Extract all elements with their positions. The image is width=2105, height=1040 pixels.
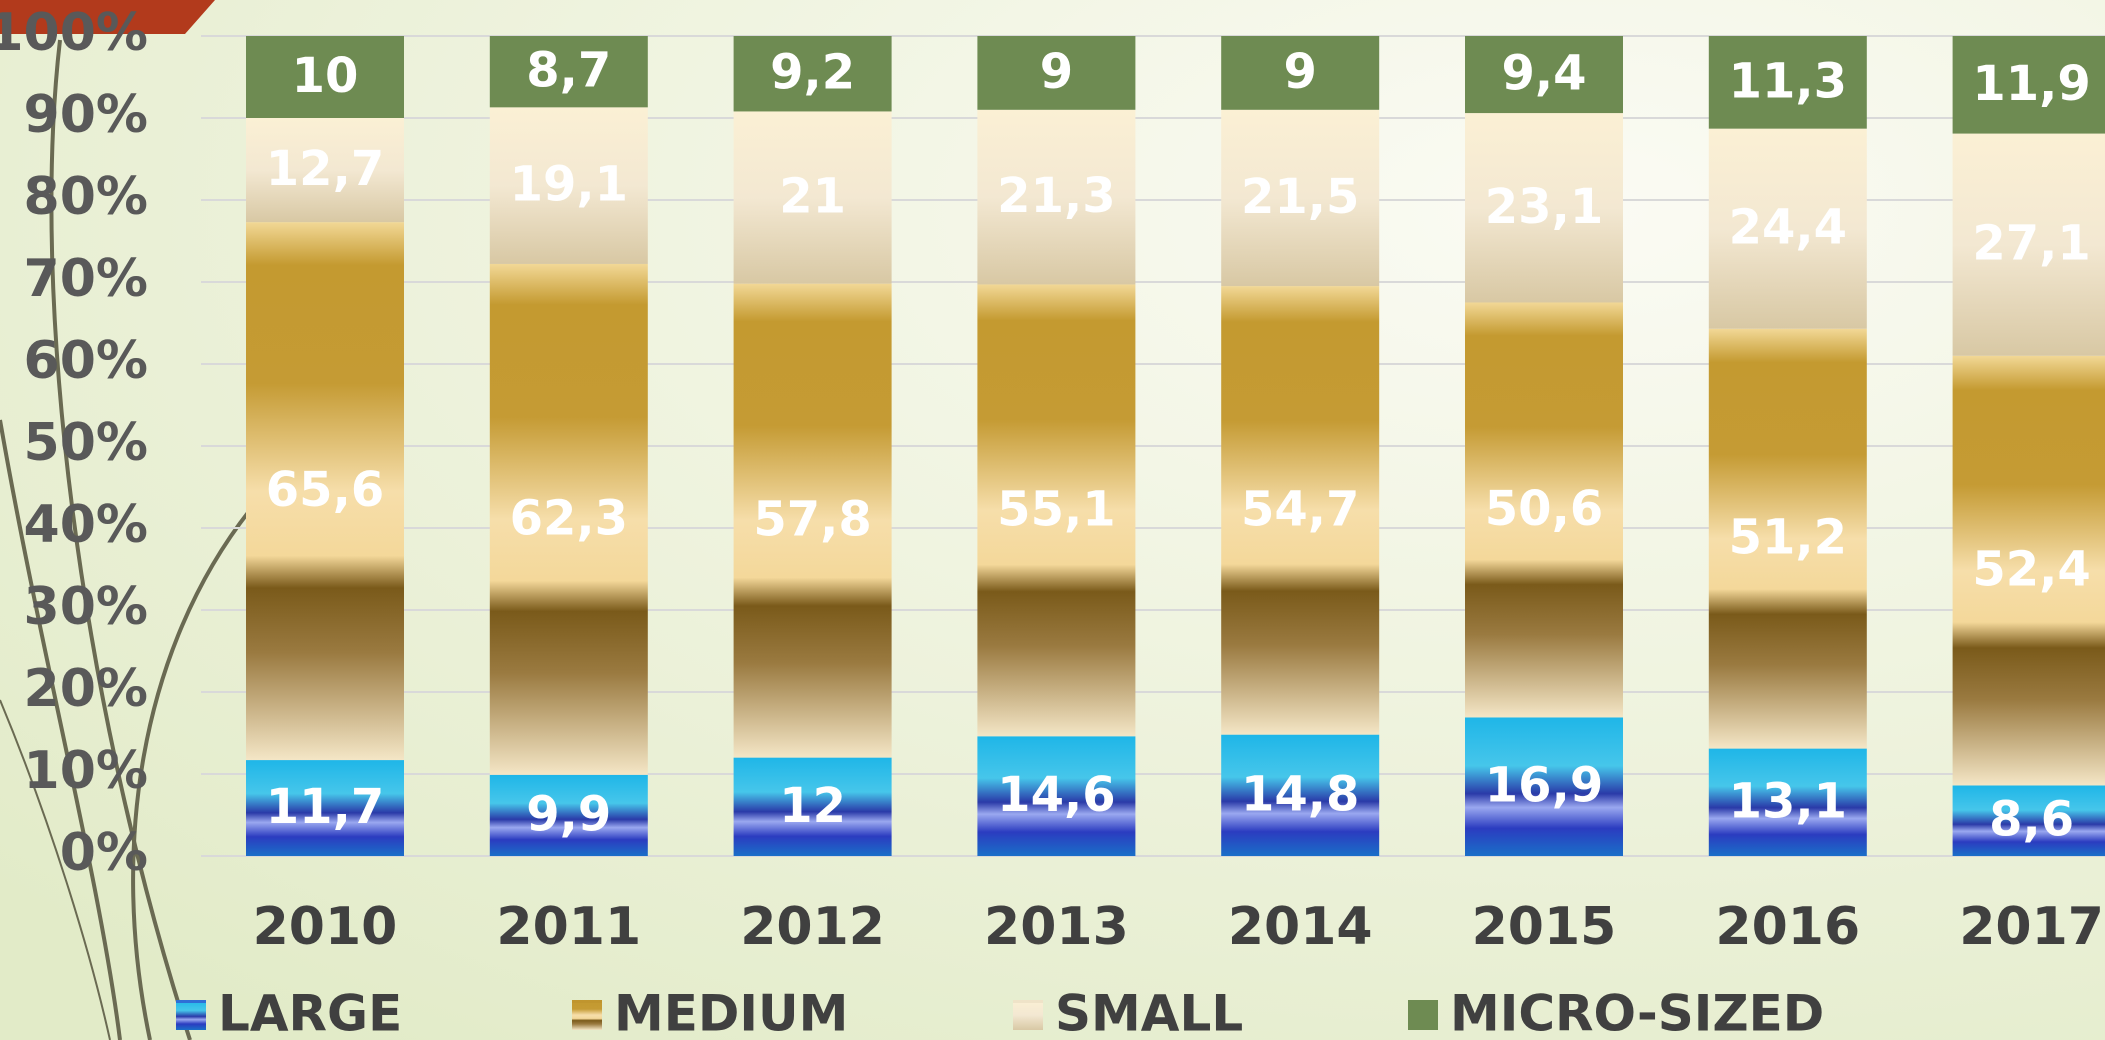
bar-segment (1952, 133, 2105, 356)
decoration (0, 39, 252, 1040)
bar-segment (246, 222, 404, 761)
legend-swatch-border (1408, 1000, 1438, 1003)
corner-accent (0, 0, 215, 34)
bar-segment (489, 107, 648, 264)
x-tick-label: 2011 (496, 897, 641, 957)
bar-segment (1708, 128, 1867, 329)
data-label: 13,1 (1729, 773, 1847, 829)
bar-segment (733, 111, 892, 284)
x-tick-label: 2016 (1715, 897, 1860, 957)
bar-segment (1221, 734, 1380, 856)
x-tick-label: 2013 (984, 897, 1129, 957)
legend-swatch-border (1013, 1000, 1043, 1003)
y-tick-label: 80% (24, 167, 148, 227)
bar-segment (489, 774, 648, 856)
data-label: 51,2 (1729, 510, 1847, 566)
data-label: 24,4 (1729, 200, 1847, 256)
x-tick-label: 2012 (740, 897, 885, 957)
legend-swatch-border (572, 1000, 602, 1003)
bar-segment (1221, 36, 1380, 110)
data-label: 9 (1040, 44, 1073, 100)
bar-segment (1465, 717, 1623, 856)
bar-segment (977, 36, 1136, 110)
bar-segment (1708, 328, 1867, 749)
y-tick-label: 20% (24, 659, 148, 719)
legend-swatch (572, 1000, 602, 1030)
bar-segment (1465, 302, 1623, 718)
data-label: 12 (779, 778, 846, 834)
data-label: 16,9 (1485, 758, 1603, 814)
bar-segment (1952, 355, 2105, 786)
legend-swatch (176, 1000, 206, 1030)
data-label: 9,9 (526, 786, 611, 842)
bar-segment (246, 36, 404, 118)
bar-segment (489, 263, 648, 775)
data-label: 21 (779, 169, 846, 225)
data-label: 62,3 (510, 490, 628, 546)
data-label: 52,4 (1972, 542, 2090, 598)
bar-segment (1952, 785, 2105, 856)
bar-segment (733, 283, 892, 758)
bar-segment (733, 36, 892, 112)
data-label: 65,6 (266, 462, 384, 518)
bar-segment (1708, 748, 1867, 856)
bar-segment (246, 118, 404, 223)
bar-segment (977, 284, 1136, 737)
y-tick-label: 70% (24, 249, 148, 309)
x-tick-label: 2015 (1472, 897, 1617, 957)
data-label: 9,2 (770, 45, 855, 101)
bar-segment (489, 36, 648, 108)
bar-segment (977, 736, 1136, 856)
y-tick-label: 30% (24, 577, 148, 637)
data-label: 21,3 (997, 168, 1115, 224)
data-label: 50,6 (1485, 481, 1603, 537)
y-tick-label: 90% (24, 85, 148, 145)
y-tick-label: 100% (0, 3, 148, 63)
data-label: 8,6 (1989, 792, 2074, 848)
x-tick-label: 2017 (1959, 897, 2104, 957)
bar-segment (1708, 36, 1867, 129)
y-tick-label: 10% (24, 741, 148, 801)
legend-label: MICRO-SIZED (1450, 985, 1824, 1040)
bar-segment (1952, 36, 2105, 134)
bar-segment (1221, 109, 1380, 287)
data-label: 54,7 (1241, 481, 1359, 537)
bar-segment (977, 109, 1136, 285)
data-label: 57,8 (753, 492, 871, 548)
data-label: 11,9 (1972, 56, 2090, 112)
x-tick-label: 2010 (253, 897, 398, 957)
data-label: 8,7 (526, 43, 611, 99)
legend-swatch-border (176, 1000, 206, 1003)
data-label: 11,3 (1729, 53, 1847, 109)
legend-label: SMALL (1055, 985, 1243, 1040)
bar-segment (1465, 36, 1623, 114)
data-label: 27,1 (1972, 216, 2090, 272)
y-tick-label: 50% (24, 413, 148, 473)
x-tick-label: 2014 (1228, 897, 1373, 957)
data-label: 9,4 (1501, 46, 1586, 102)
y-tick-label: 60% (24, 331, 148, 391)
bar-segment (1221, 286, 1380, 735)
data-label: 9 (1283, 44, 1316, 100)
data-label: 55,1 (997, 481, 1115, 537)
legend-label: MEDIUM (614, 985, 848, 1040)
bar-segment (733, 757, 892, 856)
data-label: 12,7 (266, 141, 384, 197)
data-label: 14,6 (997, 767, 1115, 823)
data-label: 14,8 (1241, 766, 1359, 822)
legend-swatch (1013, 1000, 1043, 1030)
legend-label: LARGE (218, 985, 402, 1040)
bar-segment (246, 760, 404, 856)
y-tick-label: 0% (60, 823, 148, 883)
bar-segment (1465, 113, 1623, 303)
data-label: 10 (292, 48, 359, 104)
data-label: 23,1 (1485, 179, 1603, 235)
data-label: 11,7 (266, 779, 384, 835)
y-tick-label: 40% (24, 495, 148, 555)
data-label: 19,1 (510, 157, 628, 213)
data-label: 21,5 (1241, 169, 1359, 225)
legend-swatch (1408, 1000, 1438, 1030)
